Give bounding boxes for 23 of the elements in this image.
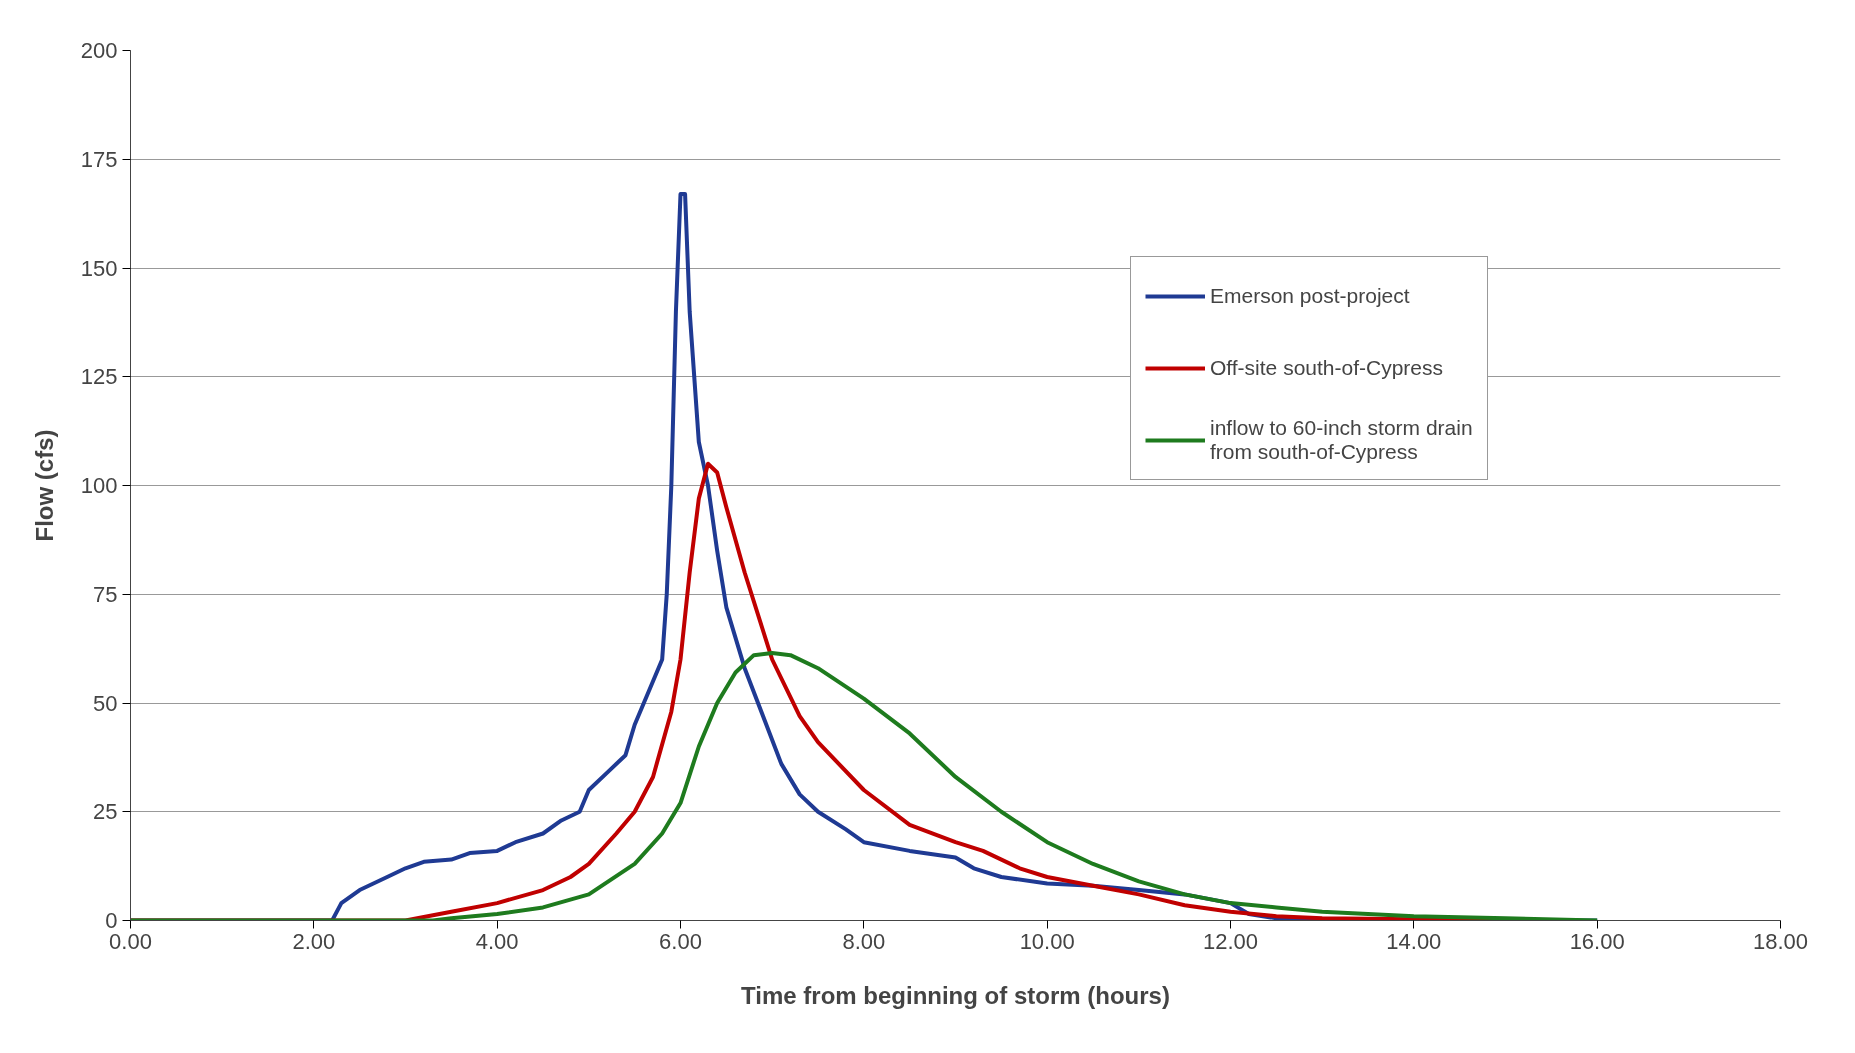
y-tick-label: 150 bbox=[80, 255, 118, 281]
legend-label: Emerson post-project bbox=[1210, 283, 1410, 309]
line-series bbox=[130, 650, 1600, 921]
x-tick-label: 6.00 bbox=[659, 928, 702, 954]
y-tick-label: 175 bbox=[80, 146, 118, 172]
y-axis-title: Flow (cfs) bbox=[30, 429, 58, 542]
legend-label: inflow to 60-inch storm drain from south-of-Cypress bbox=[1210, 415, 1473, 465]
y-tick-label: 50 bbox=[93, 690, 118, 716]
x-tick-label: 10.00 bbox=[1019, 928, 1075, 954]
y-tick-label: 200 bbox=[80, 38, 118, 63]
x-tick-label: 16.00 bbox=[1569, 928, 1625, 954]
y-tick-label: 100 bbox=[80, 473, 118, 498]
x-tick-label: 4.00 bbox=[475, 928, 519, 954]
y-tick-label: 75 bbox=[93, 581, 118, 607]
x-tick-label: 12.00 bbox=[1202, 928, 1259, 954]
x-axis-title: Time from beginning of storm (hours) bbox=[741, 981, 1170, 1009]
y-tick-label: 25 bbox=[93, 799, 118, 825]
x-tick-label: 2.00 bbox=[292, 928, 336, 954]
legend-label: Off-site south-of-Cypress bbox=[1210, 355, 1444, 381]
x-tick-label: 8.00 bbox=[842, 928, 886, 954]
x-tick-label: 14.00 bbox=[1386, 928, 1442, 954]
x-tick-label: 18.00 bbox=[1752, 928, 1809, 954]
y-tick-label: 125 bbox=[80, 364, 118, 390]
